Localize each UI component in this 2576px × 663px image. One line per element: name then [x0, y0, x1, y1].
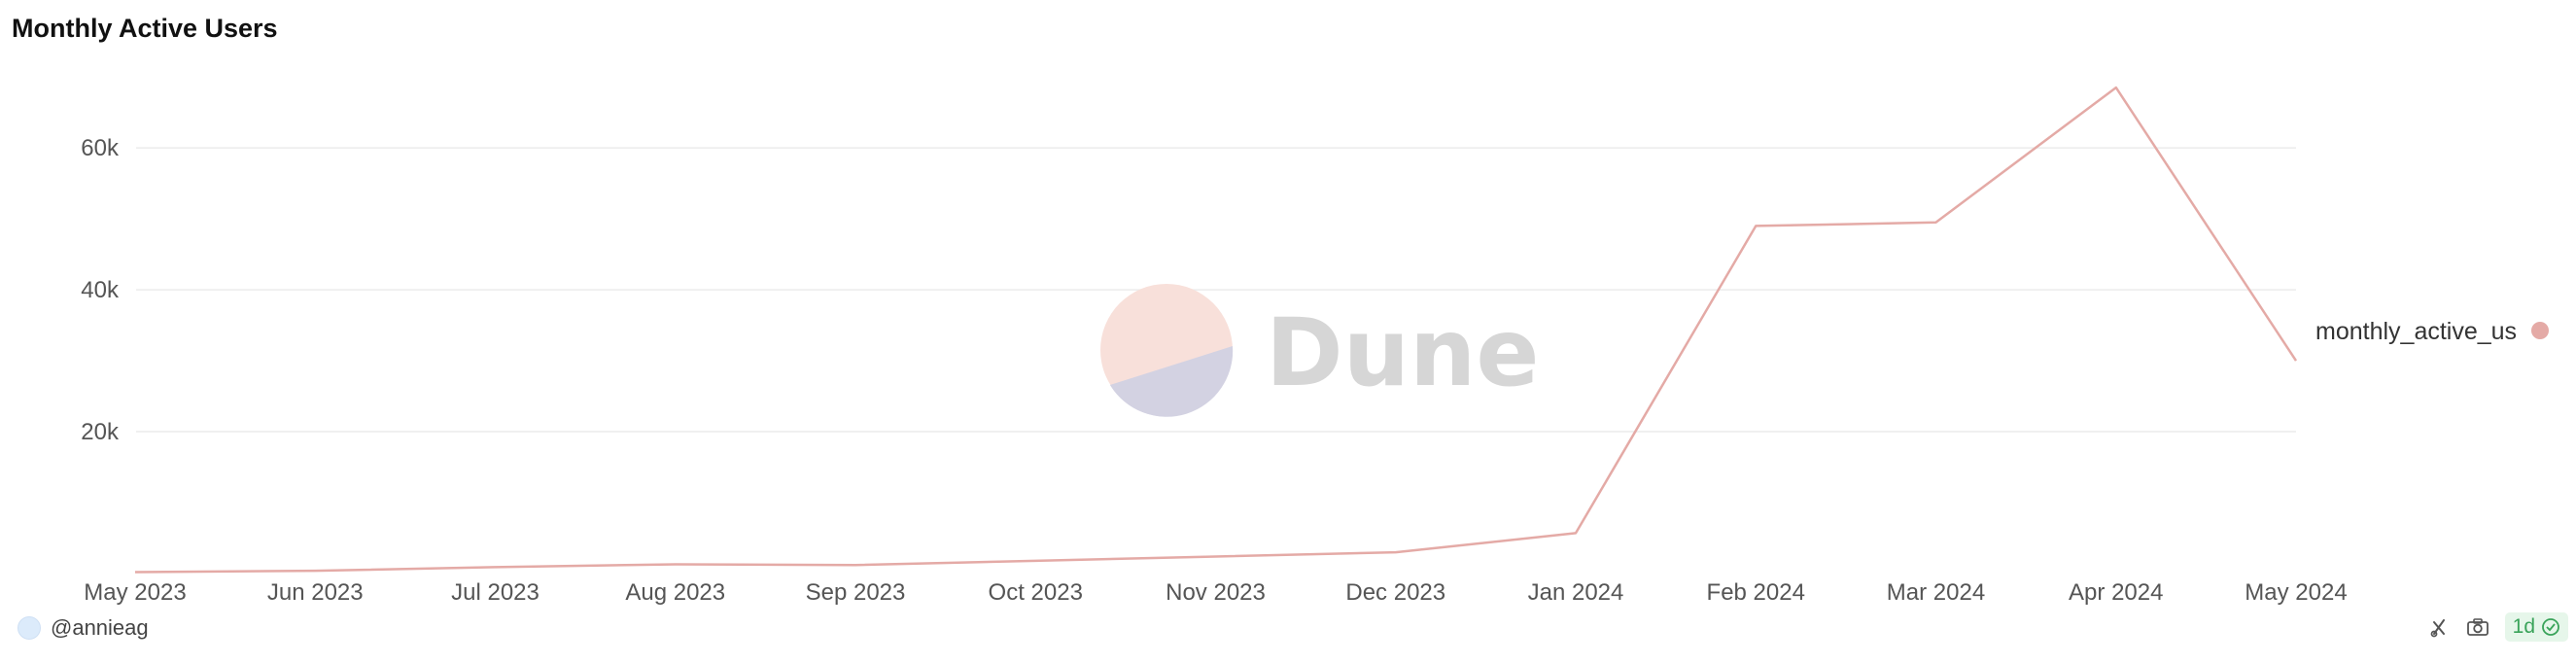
series-line[interactable] — [134, 86, 2298, 574]
x-tick-label: Jun 2023 — [267, 579, 364, 606]
watermark-text: Dune — [1266, 298, 1539, 407]
y-tick-label: 40k — [81, 277, 120, 303]
x-tick-label: Mar 2024 — [1887, 579, 1985, 606]
footer-actions: 1d — [2427, 612, 2568, 642]
y-tick-label: 60k — [81, 135, 120, 161]
freshness-badge[interactable]: 1d — [2504, 612, 2568, 642]
x-axis-ticks: May 2023 Jun 2023 Jul 2023 Aug 2023 Sep 2023… — [84, 579, 2347, 606]
camera-icon[interactable] — [2466, 615, 2489, 639]
x-tick-label: Jan 2024 — [1528, 579, 1624, 606]
y-axis-ticks: 20k 40k 60k — [81, 135, 120, 445]
author-name: @annieag — [51, 615, 149, 640]
x-tick-label: Nov 2023 — [1166, 579, 1266, 606]
x-tick-label: May 2024 — [2245, 579, 2347, 606]
x-tick-label: Sep 2023 — [806, 579, 906, 606]
author-credit[interactable]: @annieag — [17, 615, 149, 641]
freshness-label: 1d — [2512, 615, 2535, 638]
legend-marker — [2531, 322, 2549, 339]
avatar — [17, 616, 41, 640]
fork-icon[interactable] — [2427, 615, 2451, 639]
chart-title: Monthly Active Users — [12, 14, 278, 43]
series-lines — [134, 86, 2298, 574]
dune-watermark: Dune — [1100, 284, 1539, 417]
x-tick-label: Apr 2024 — [2069, 579, 2163, 606]
x-tick-label: Aug 2023 — [625, 579, 725, 606]
legend-label: monthly_active_us — [2315, 318, 2517, 345]
legend[interactable]: monthly_active_us — [2315, 318, 2549, 345]
y-tick-label: 20k — [81, 419, 120, 445]
check-circle-icon — [2542, 618, 2559, 636]
x-tick-label: Feb 2024 — [1707, 579, 1805, 606]
x-tick-label: Jul 2023 — [451, 579, 540, 606]
gridlines — [136, 147, 2296, 433]
x-tick-label: May 2023 — [84, 579, 186, 606]
x-tick-label: Dec 2023 — [1345, 579, 1445, 606]
x-tick-label: Oct 2023 — [989, 579, 1083, 606]
